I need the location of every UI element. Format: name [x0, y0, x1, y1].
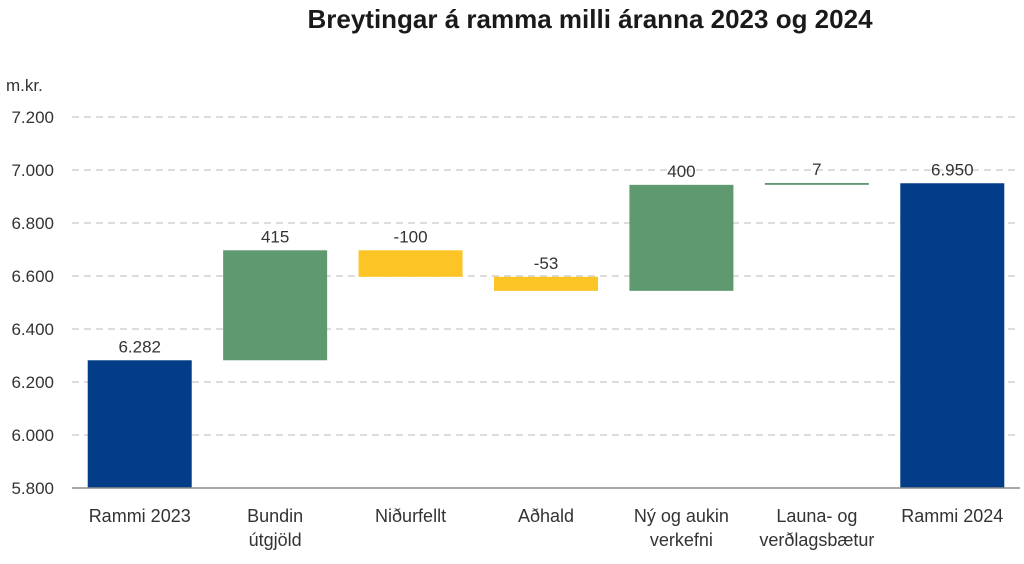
x-axis-categories: Rammi 2023 Bundin útgjöld Niðurfellt Aðhald N… — [89, 506, 1004, 550]
data-label: 6.950 — [931, 160, 974, 179]
bar-increase — [629, 184, 734, 291]
data-label: 415 — [261, 227, 289, 246]
x-category-label: Bundin útgjöld — [247, 506, 303, 550]
bar-increase — [223, 250, 328, 361]
y-tick-label: 7.000 — [11, 161, 54, 180]
data-label: 400 — [667, 162, 695, 181]
data-label: 7 — [812, 160, 821, 179]
y-tick-label: 6.600 — [11, 267, 54, 286]
y-tick-label: 6.800 — [11, 214, 54, 233]
bar-total — [87, 360, 192, 488]
y-tick-label: 6.200 — [11, 373, 54, 392]
bars — [87, 182, 1005, 488]
y-tick-label: 7.200 — [11, 108, 54, 127]
x-category-label: Aðhald — [518, 506, 574, 526]
bar-decrease — [358, 250, 463, 277]
chart-title: Breytingar á ramma milli áranna 2023 og … — [307, 4, 873, 34]
data-label: -100 — [394, 227, 428, 246]
data-label: 6.282 — [118, 337, 161, 356]
y-tick-label: 6.000 — [11, 426, 54, 445]
gridlines — [72, 116, 1020, 436]
x-category-label: Rammi 2024 — [901, 506, 1003, 526]
y-tick-label: 6.400 — [11, 320, 54, 339]
bar-total — [900, 183, 1005, 488]
y-axis-ticks: 5.800 6.000 6.200 6.400 6.600 6.800 7.000 7.200 — [11, 108, 54, 498]
bar-decrease — [494, 276, 598, 291]
y-axis-unit-label: m.kr. — [6, 76, 43, 95]
y-tick-label: 5.800 — [11, 479, 54, 498]
x-category-label: Rammi 2023 — [89, 506, 191, 526]
data-label: -53 — [534, 254, 559, 273]
data-labels: 6.282 415 -100 -53 400 7 6.950 — [118, 160, 973, 356]
x-category-label: Launa- og verðlagsbætur — [759, 506, 874, 550]
x-category-label: Niðurfellt — [375, 506, 446, 526]
bar-increase — [764, 182, 869, 185]
x-category-label: Ný og aukin verkefni — [634, 506, 729, 550]
